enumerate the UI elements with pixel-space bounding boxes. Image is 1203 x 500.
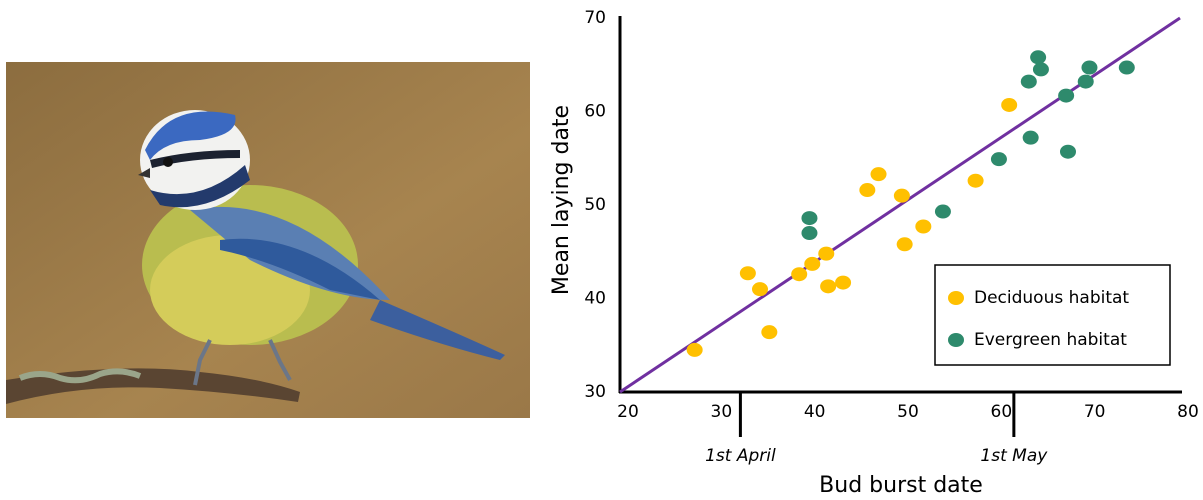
y-tick-label: 60	[584, 102, 606, 122]
bird-photo	[6, 62, 530, 418]
data-point	[739, 266, 756, 281]
data-point	[859, 183, 876, 198]
data-point	[820, 279, 837, 294]
data-point	[915, 219, 932, 234]
chart: Bud burst date Mean laying date 20 30 40 50…	[549, 8, 1199, 498]
legend-marker	[948, 333, 964, 347]
x-tick-label: 70	[1084, 402, 1106, 422]
data-point	[1032, 62, 1049, 77]
data-point	[1081, 60, 1098, 75]
data-point	[1020, 74, 1037, 89]
data-point	[934, 204, 951, 219]
data-point	[1077, 74, 1094, 89]
data-point	[893, 188, 910, 203]
x-tick-label: 60	[991, 402, 1013, 422]
data-point	[752, 282, 768, 297]
legend-marker	[948, 291, 964, 305]
data-point	[801, 211, 818, 226]
x-tick-label: 80	[1177, 402, 1199, 422]
y-axis-title: Mean laying date	[549, 105, 574, 295]
x-axis-title: Bud burst date	[819, 473, 983, 498]
x-tick-label: 20	[617, 402, 639, 422]
date-marker-label: 1st May	[980, 446, 1048, 466]
data-point	[967, 173, 984, 188]
data-point	[1001, 97, 1018, 112]
x-tick-label: 30	[711, 402, 733, 422]
data-point	[990, 152, 1007, 167]
legend-box	[934, 264, 1171, 366]
data-point	[1058, 88, 1075, 103]
data-point	[1060, 144, 1076, 159]
x-tick-label: 40	[804, 402, 826, 422]
date-marker-label: 1st April	[705, 446, 776, 466]
legend-label: Deciduous habitat	[974, 288, 1129, 308]
x-tick-label: 50	[897, 402, 919, 422]
y-tick-label: 70	[584, 8, 606, 28]
data-point	[686, 342, 703, 357]
y-tick-label: 30	[584, 382, 606, 402]
data-point	[804, 256, 821, 271]
y-tick-label: 40	[584, 289, 606, 309]
data-point	[791, 267, 808, 282]
data-point	[896, 237, 913, 252]
data-point	[818, 246, 835, 261]
data-point	[870, 167, 887, 182]
data-point	[1030, 50, 1047, 65]
legend-label: Evergreen habitat	[974, 330, 1127, 350]
data-point	[835, 275, 852, 290]
y-tick-label: 50	[584, 195, 606, 215]
data-point	[1118, 60, 1135, 75]
data-point	[801, 226, 818, 241]
data-point	[761, 325, 778, 340]
data-point	[1022, 130, 1039, 145]
